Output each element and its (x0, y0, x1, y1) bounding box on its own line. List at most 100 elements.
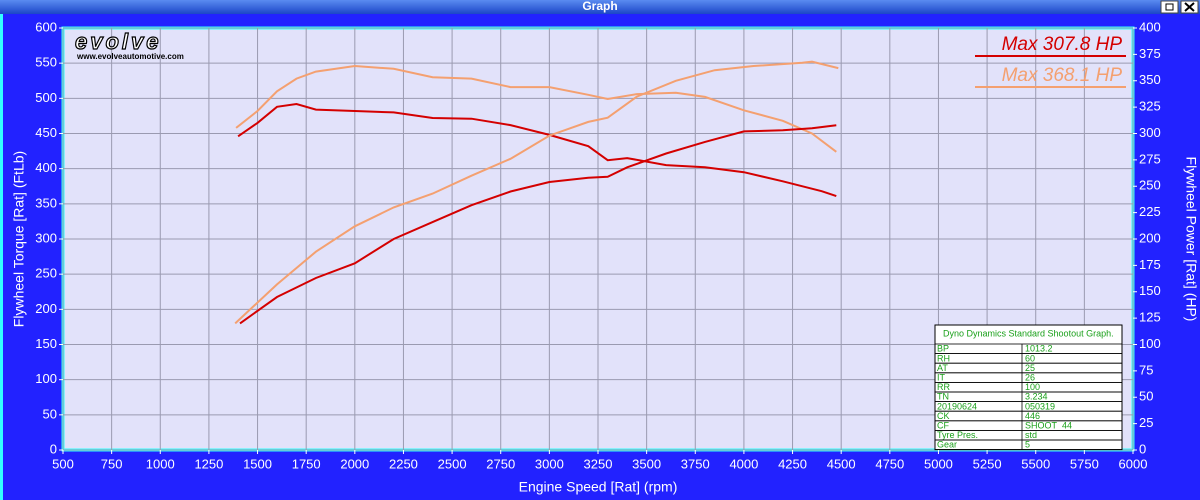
y2-tick-label: 225 (1139, 204, 1161, 219)
table-key: BP (937, 344, 949, 354)
y-tick-label: 0 (50, 441, 57, 456)
table-value: SHOOT_44 (1025, 420, 1072, 430)
x-tick-label: 3500 (632, 456, 661, 471)
y-tick-label: 250 (35, 266, 57, 281)
y-tick-label: 200 (35, 301, 57, 316)
table-key: RH (937, 353, 950, 363)
table-bg (934, 324, 1123, 451)
x-tick-label: 6000 (1119, 456, 1148, 471)
table-value: 3.234 (1025, 392, 1048, 402)
x-tick-label: 4250 (778, 456, 807, 471)
info-table: Dyno Dynamics Standard Shootout Graph. BP… (934, 324, 1123, 451)
y2-tick-label: 325 (1139, 99, 1161, 114)
x-tick-label: 1000 (146, 456, 175, 471)
y-tick-label: 600 (35, 19, 57, 34)
restore-icon (1165, 3, 1174, 11)
y2-tick-label: 50 (1139, 389, 1153, 404)
x-tick-label: 2000 (340, 456, 369, 471)
x-axis-label: Engine Speed [Rat] (rpm) (519, 479, 678, 495)
table-key: AT (937, 363, 948, 373)
x-tick-label: 5750 (1070, 456, 1099, 471)
data-line (239, 124, 837, 325)
window-title: Graph (582, 0, 617, 13)
annotations: Max 307.8 HP Max 368.1 HP (975, 34, 1126, 88)
annotation: Max 307.8 HP (1002, 34, 1123, 55)
x-tick-label: 5250 (973, 456, 1002, 471)
table-value: 5 (1025, 440, 1030, 450)
table-key: Gear (937, 440, 957, 450)
x-tick-label: 4750 (875, 456, 904, 471)
table-key: IT (937, 372, 946, 382)
data-line (234, 60, 839, 325)
y2-tick-label: 100 (1139, 336, 1161, 351)
x-tick-label: 1250 (194, 456, 223, 471)
table-key: 20190624 (937, 401, 977, 411)
y-tick-label: 400 (35, 160, 57, 175)
y2-tick-label: 275 (1139, 151, 1161, 166)
y-tick-label: 550 (35, 55, 57, 70)
y2-tick-label: 0 (1139, 441, 1146, 456)
data-line (235, 64, 837, 153)
y2-tick-label: 200 (1139, 230, 1161, 245)
x-tick-label: 1500 (243, 456, 272, 471)
x-tick-label: 1750 (292, 456, 321, 471)
title-bar (0, 0, 1200, 14)
y-tick-label: 100 (35, 371, 57, 386)
x-tick-label: 3250 (584, 456, 613, 471)
table-value: std (1025, 430, 1037, 440)
y2-tick-label: 75 (1139, 362, 1153, 377)
x-tick-label: 750 (101, 456, 123, 471)
data-line (237, 102, 837, 198)
y2-tick-label: 25 (1139, 415, 1153, 430)
y-tick-label: 150 (35, 336, 57, 351)
logo-url: www.evolveautomotive.com (76, 52, 184, 61)
logo: evolve (75, 29, 162, 54)
annotation: Max 368.1 HP (1002, 65, 1123, 86)
table-value: 1013.2 (1025, 344, 1053, 354)
table-row (934, 439, 1123, 451)
x-tick-label: 500 (52, 456, 74, 471)
table-value: 050319 (1025, 401, 1055, 411)
y-tick-label: 300 (35, 230, 57, 245)
table-key: CF (937, 420, 949, 430)
table-value: 446 (1025, 411, 1040, 421)
y2-tick-label: 350 (1139, 72, 1161, 87)
y2-tick-label: 400 (1139, 19, 1161, 34)
frame-edge (0, 14, 3, 500)
x-tick-label: 3000 (535, 456, 564, 471)
y-tick-label: 350 (35, 195, 57, 210)
table-value: 25 (1025, 363, 1035, 373)
x-tick-label: 2750 (486, 456, 515, 471)
table-title: Dyno Dynamics Standard Shootout Graph. (943, 328, 1114, 338)
x-tick-label: 2500 (438, 456, 467, 471)
x-tick-label: 5000 (924, 456, 953, 471)
y2-tick-label: 150 (1139, 283, 1161, 298)
x-tick-label: 2250 (389, 456, 418, 471)
x-tick-label: 5500 (1021, 456, 1050, 471)
y2-axis-label: Flywheel Power [Rat] (HP) (1183, 157, 1199, 322)
table-value: 60 (1025, 353, 1035, 363)
y2-tick-label: 125 (1139, 310, 1161, 325)
y2-tick-label: 300 (1139, 125, 1161, 140)
table-key: Tyre Pres. (937, 430, 978, 440)
table-key: CK (937, 411, 950, 421)
y-tick-label: 500 (35, 90, 57, 105)
y-axis-label: Flywheel Torque [Rat] (FtLb) (11, 151, 27, 327)
y2-tick-label: 250 (1139, 178, 1161, 193)
table-value: 26 (1025, 372, 1035, 382)
y-tick-label: 450 (35, 125, 57, 140)
table-value: 100 (1025, 382, 1040, 392)
x-tick-label: 4000 (729, 456, 758, 471)
close-icon (1184, 2, 1195, 12)
x-tick-label: 4500 (827, 456, 856, 471)
table-key: RR (937, 382, 950, 392)
x-tick-label: 3750 (681, 456, 710, 471)
lines (234, 60, 839, 325)
y2-tick-label: 375 (1139, 46, 1161, 61)
y-tick-label: 50 (43, 406, 57, 421)
table-key: TN (937, 392, 949, 402)
restore-button[interactable] (1160, 0, 1179, 14)
y2-tick-label: 175 (1139, 257, 1161, 272)
